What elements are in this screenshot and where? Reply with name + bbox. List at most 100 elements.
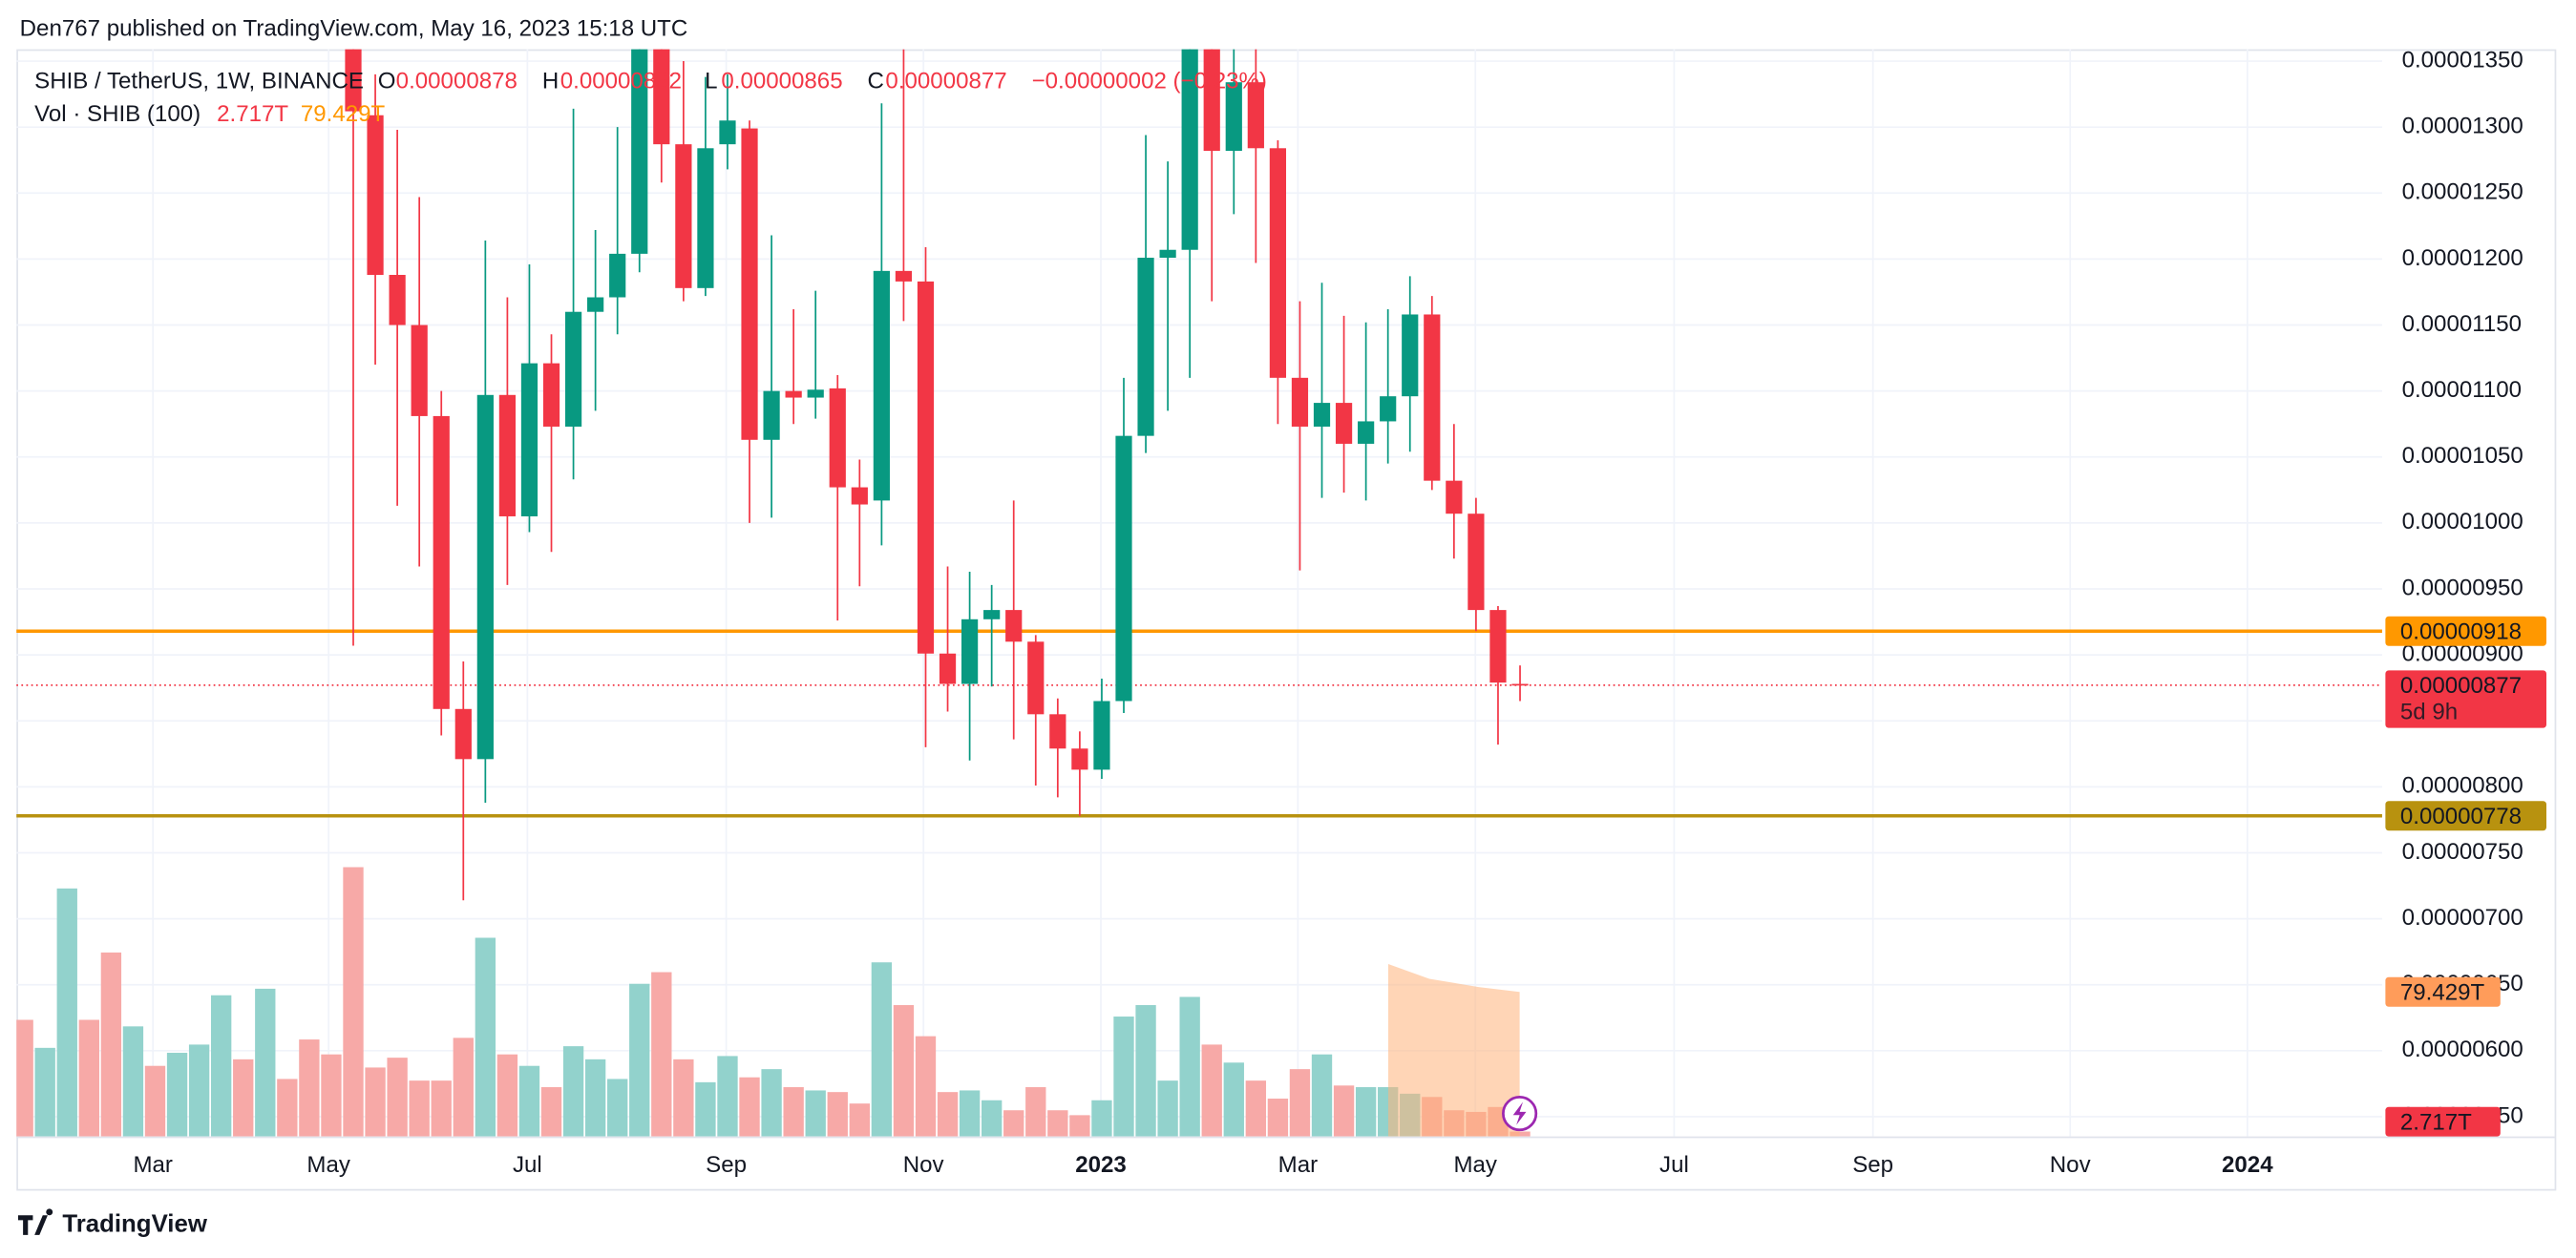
volume-bar xyxy=(56,888,77,1137)
volume-bar xyxy=(453,1038,474,1137)
volume-bar xyxy=(144,1065,166,1137)
volume-bar xyxy=(122,1026,144,1137)
volume-bar xyxy=(1289,1069,1311,1137)
y-tick-label: 0.00001150 xyxy=(2402,311,2522,337)
x-tick-label: Nov xyxy=(903,1152,944,1178)
volume-bar xyxy=(695,1081,716,1137)
volume-bar xyxy=(409,1080,430,1137)
volume-bar xyxy=(805,1090,826,1137)
candle-body xyxy=(587,297,604,312)
volume-bar xyxy=(871,962,893,1137)
candle-body xyxy=(1203,49,1220,152)
candle-body xyxy=(785,390,802,398)
x-tick-label: Mar xyxy=(133,1152,172,1178)
y-tick-label: 0.00000700 xyxy=(2402,905,2523,931)
y-tick-label: 0.00001200 xyxy=(2402,245,2523,271)
candle-body xyxy=(1467,514,1485,611)
countdown-label: 5d 9h xyxy=(2400,700,2458,725)
candle-body xyxy=(411,325,428,416)
volume-bar xyxy=(827,1092,848,1137)
candle-body xyxy=(1335,403,1353,444)
volume-bar xyxy=(1047,1110,1068,1137)
volume-bar xyxy=(1091,1100,1112,1137)
candle-body xyxy=(1005,610,1023,642)
candle-body xyxy=(631,49,648,254)
volume-bar xyxy=(1311,1054,1333,1137)
candle-body xyxy=(719,120,736,145)
volume-bar xyxy=(518,1065,540,1137)
volume-bar xyxy=(299,1039,320,1137)
level-label: 0.00000918 xyxy=(2400,619,2522,644)
y-tick-label: 0.00001000 xyxy=(2402,509,2523,535)
volume-bar xyxy=(937,1092,959,1137)
candle-body xyxy=(763,390,780,440)
event-icon-bolt xyxy=(1512,1101,1527,1125)
candle-body xyxy=(697,148,714,288)
publisher: Den767 published on TradingView.com, May… xyxy=(20,15,688,41)
volume-bar xyxy=(1333,1085,1355,1137)
candle-body xyxy=(389,275,406,325)
volume-bar xyxy=(761,1069,782,1137)
candle-body xyxy=(1424,314,1441,481)
candle-body xyxy=(454,708,472,760)
y-tick-label: 0.00001250 xyxy=(2402,179,2523,205)
x-tick-label: May xyxy=(306,1152,350,1178)
candle-body xyxy=(1093,701,1110,770)
volume-bar xyxy=(1201,1044,1222,1137)
candle-body xyxy=(983,610,1001,619)
candle-body xyxy=(653,49,670,145)
volume-bar xyxy=(78,1019,99,1137)
volume-legend-ma: 79.429T xyxy=(301,101,386,127)
legend-low: 0.00000865 xyxy=(721,68,842,94)
candle-body xyxy=(498,394,517,516)
volume-bar xyxy=(1355,1087,1377,1137)
volume-bar xyxy=(100,952,122,1137)
volume-bar xyxy=(651,972,672,1137)
volume-bar xyxy=(1157,1080,1178,1137)
brand-icon xyxy=(17,1208,53,1235)
volume-bar xyxy=(915,1036,937,1137)
y-tick-label: 0.00000950 xyxy=(2402,575,2523,600)
candle-body xyxy=(1137,258,1154,436)
level-label: 0.00000778 xyxy=(2400,804,2522,829)
volume-bar xyxy=(673,1059,694,1137)
level-label-box xyxy=(2385,801,2546,831)
y-tick-label: 0.00000600 xyxy=(2402,1037,2523,1062)
x-tick-label: Sep xyxy=(1852,1152,1893,1178)
legend-o: O xyxy=(378,68,396,94)
candle-body xyxy=(1511,683,1529,686)
volume-bar xyxy=(210,995,232,1137)
candle-body xyxy=(1291,377,1309,427)
legend-c: C xyxy=(868,68,884,94)
volume-ma-box xyxy=(2385,976,2501,1007)
candle-body xyxy=(1313,403,1331,427)
x-tick-label: Nov xyxy=(2050,1152,2091,1178)
volume-projection xyxy=(1387,964,1520,1137)
brand-logo[interactable]: TradingView xyxy=(17,1208,208,1237)
candle-body xyxy=(609,253,626,298)
x-tick-label: Sep xyxy=(706,1152,747,1178)
candle-body xyxy=(1269,148,1287,378)
candle-body xyxy=(520,363,538,516)
volume-bar xyxy=(16,1019,33,1137)
x-tick-label: Jul xyxy=(513,1152,542,1178)
candle-body xyxy=(1049,714,1066,749)
legend-open: 0.00000878 xyxy=(396,68,517,94)
volume-bar xyxy=(717,1056,738,1137)
last-price-label: 0.00000877 xyxy=(2400,673,2522,699)
y-tick-label: 0.00001300 xyxy=(2402,114,2523,139)
candle-body xyxy=(675,144,692,288)
volume-bar xyxy=(849,1103,870,1137)
candle-body xyxy=(807,389,824,398)
candle-body xyxy=(542,363,560,427)
volume-legend-name: Vol · SHIB (100) xyxy=(34,101,201,127)
candle-body xyxy=(367,115,384,276)
candle-body xyxy=(917,281,935,654)
y-tick-label: 0.00001050 xyxy=(2402,443,2523,469)
x-tick-label: Jul xyxy=(1659,1152,1689,1178)
candle-body xyxy=(1489,610,1507,683)
y-tick-label: 0.00001350 xyxy=(2402,47,2523,73)
